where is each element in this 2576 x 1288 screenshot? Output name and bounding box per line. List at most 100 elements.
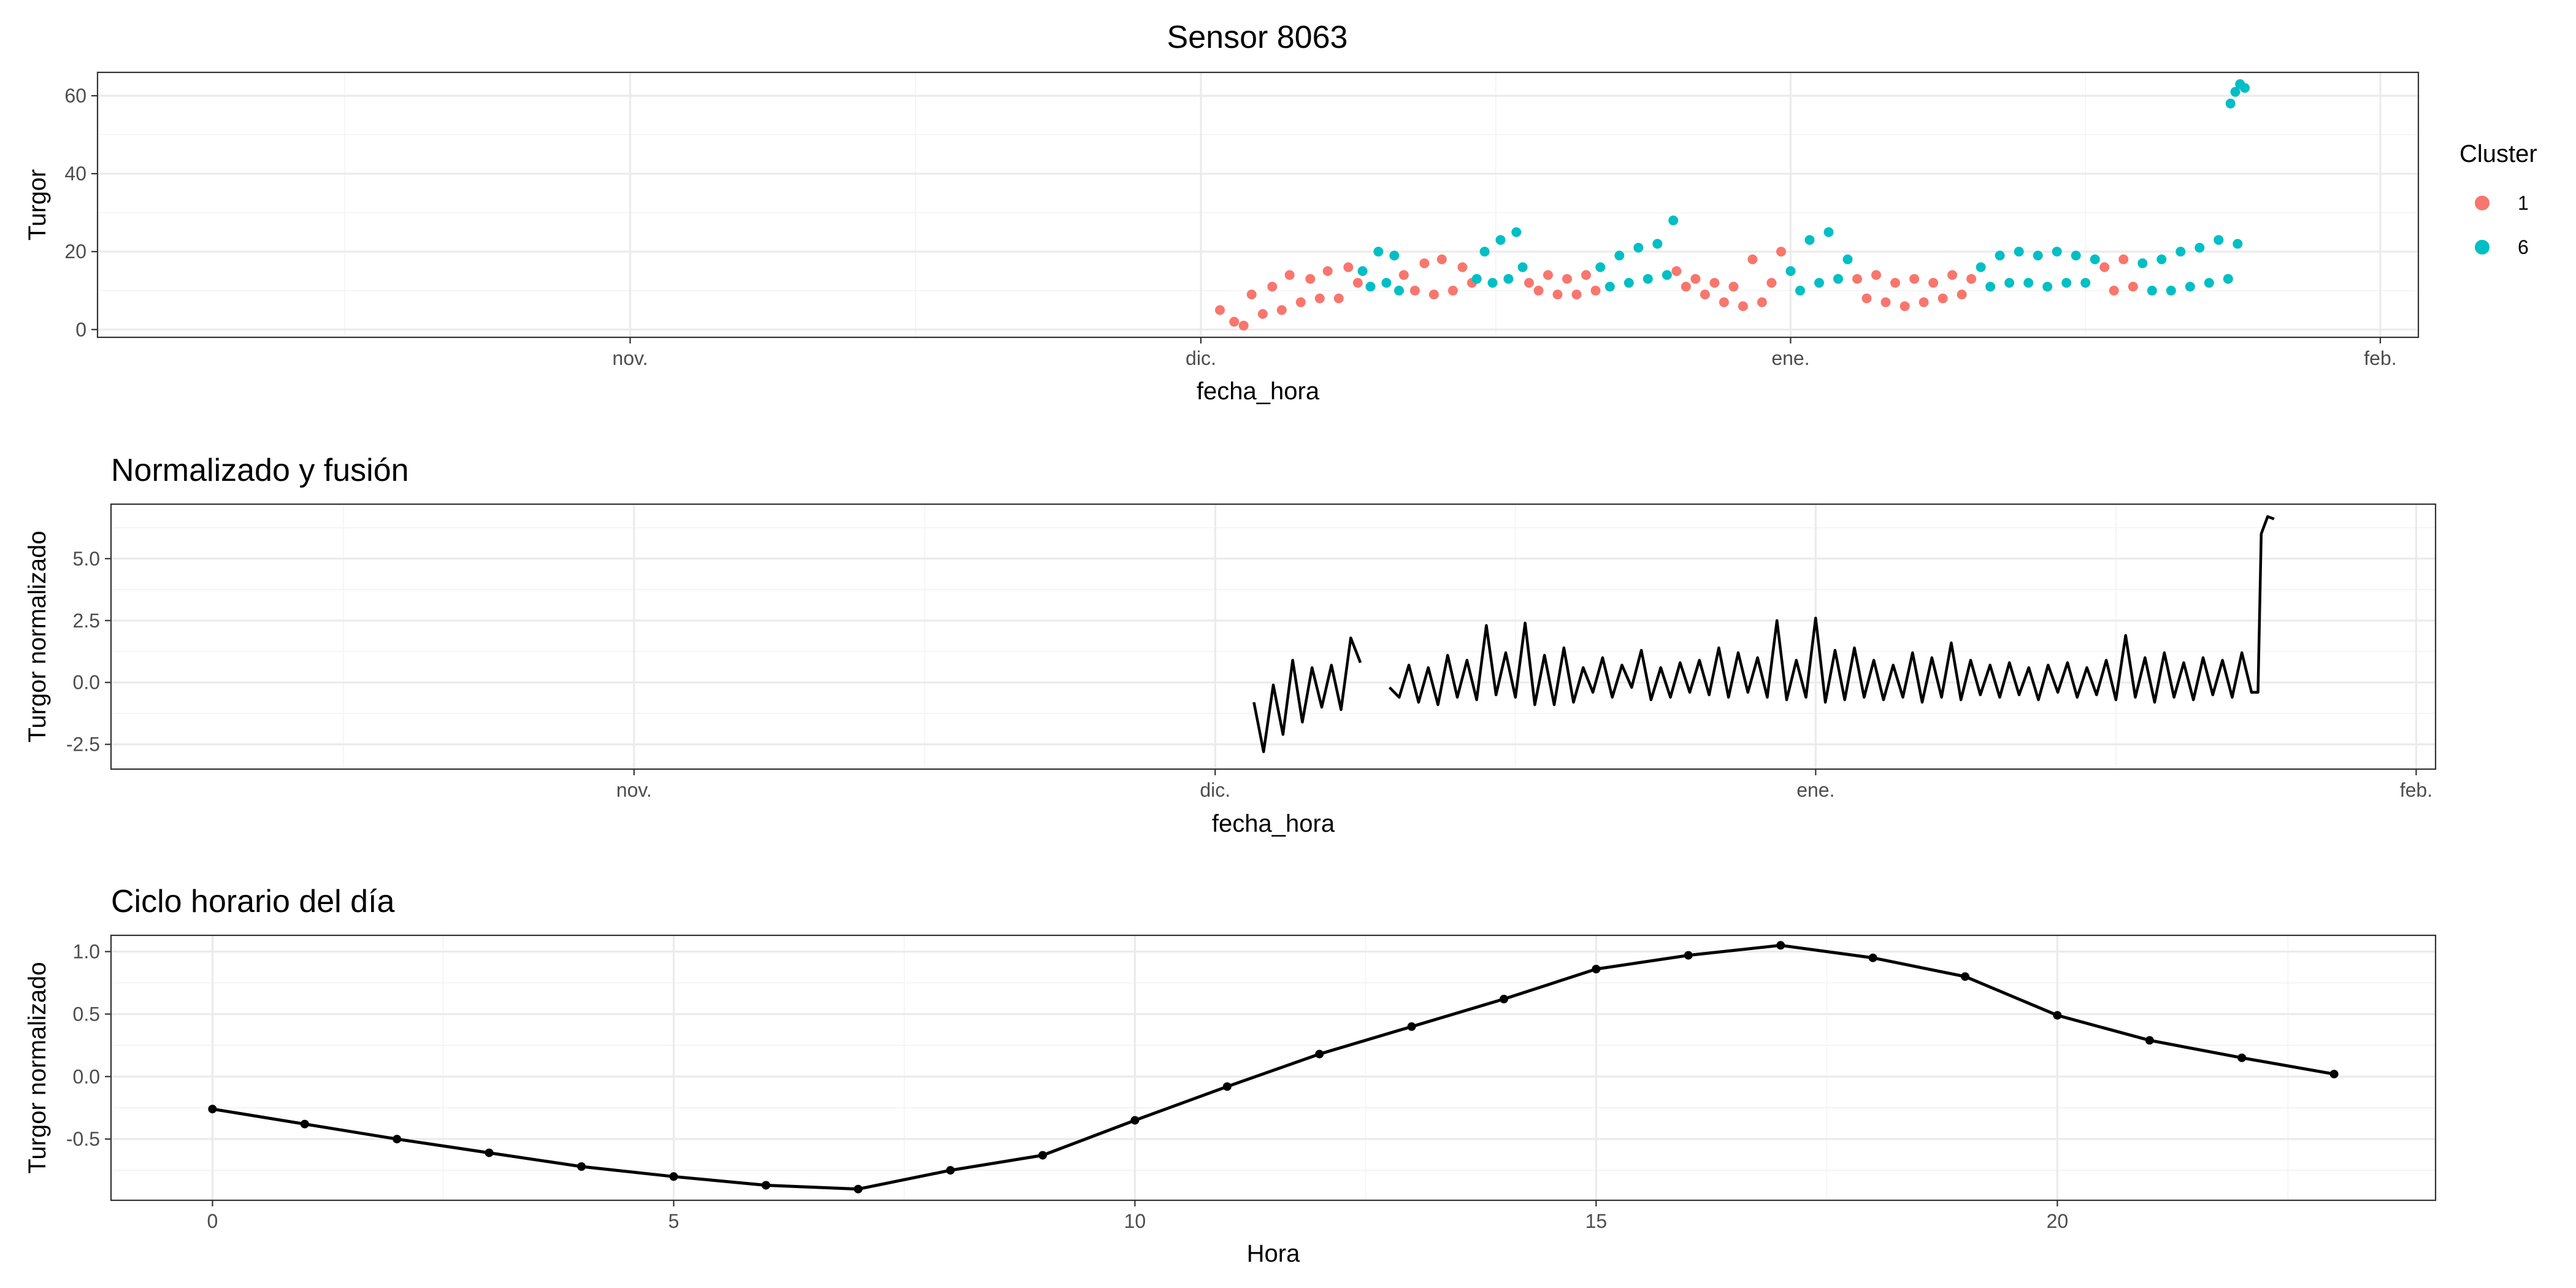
cluster-6-point [1833, 274, 1843, 284]
cluster-1-point [1571, 289, 1582, 300]
hourly-point [2053, 1011, 2062, 1020]
cluster-6-point [2156, 254, 2167, 264]
cluster-6-point [2061, 278, 2072, 288]
legend-key-cluster-6 [2475, 240, 2490, 255]
hourly-point [393, 1135, 402, 1144]
cluster-6-point [1842, 254, 1853, 264]
cluster-1-point [1314, 293, 1325, 304]
cluster-1-point [1409, 285, 1420, 296]
cluster-6-point [1795, 285, 1805, 296]
cluster-1-point [1343, 262, 1354, 272]
cluster-6-point [2033, 250, 2043, 261]
cluster-1-point [1852, 274, 1862, 284]
hourly-point [577, 1162, 586, 1171]
cluster-1-point [1957, 289, 1967, 300]
hourly-panel-border [110, 934, 2437, 1202]
cluster-6-point [1487, 278, 1498, 288]
cluster-1-point [1890, 278, 1900, 288]
cluster-6-point [1668, 215, 1679, 226]
hourly-line [208, 941, 2339, 1194]
cluster-6-point [1511, 227, 1522, 237]
legend-key-cluster-1 [2475, 196, 2490, 210]
sensor-y-axis-title: Turgor [24, 169, 51, 240]
cluster-1-point [1552, 289, 1563, 300]
cluster-1-point [1447, 285, 1458, 296]
normalized-y-tick-label: 2.5 [73, 610, 100, 632]
cluster-6-point [2233, 239, 2243, 249]
hourly-x-tick-label: 10 [1124, 1210, 1146, 1232]
cluster-1-point [1861, 293, 1872, 304]
cluster-6-point [2023, 278, 2034, 288]
cluster-6-point [1662, 270, 1672, 280]
sensor-x-tick-label: feb. [2364, 347, 2396, 369]
cluster-6-point [2052, 247, 2062, 257]
cluster-6-point [2014, 247, 2024, 257]
normalized-y-tick-label: -2.5 [66, 734, 100, 756]
normalized-line-segment [1388, 515, 2275, 707]
hourly-x-tick-label: 0 [207, 1210, 218, 1232]
hourly-x-tick-label: 15 [1585, 1210, 1608, 1232]
normalized-axes: nov. dic. ene. feb. -2.5 0.0 2.5 5.0 [66, 548, 2432, 801]
cluster-1-point [1398, 270, 1409, 280]
cluster-6-point [1652, 239, 1663, 249]
sensor-x-axis-title: fecha_hora [1197, 378, 1320, 405]
cluster-6-point [1804, 235, 1815, 245]
cluster-1-point [1267, 282, 1278, 292]
hourly-point [1407, 1022, 1416, 1031]
cluster-6-point [1479, 247, 1490, 257]
hourly-point [300, 1119, 309, 1129]
cluster-6-point [1604, 282, 1615, 292]
sensor-y-tick-label: 20 [64, 240, 86, 263]
hourly-point [1868, 953, 1877, 962]
sensor-y-tick-label: 60 [64, 85, 86, 107]
hourly-point [1961, 972, 1969, 981]
normalized-x-tick-label: dic. [1200, 779, 1230, 801]
normalized-x-tick-label: ene. [1796, 779, 1834, 801]
cluster-6-point [1365, 282, 1376, 292]
normalized-lines [1252, 515, 2275, 753]
cluster-1-point [1238, 320, 1249, 331]
cluster-6-point [2090, 254, 2100, 264]
cluster-1-point [1709, 278, 1720, 288]
cluster-1-point [1352, 278, 1363, 288]
hourly-point [1776, 941, 1785, 950]
hourly-y-tick-label: 0.5 [73, 1003, 100, 1025]
hourly-title: Ciclo horario del día [111, 884, 395, 919]
cluster-6-point [1381, 278, 1392, 288]
hourly-point [208, 1105, 217, 1114]
cluster-1-point [1419, 258, 1430, 269]
sensor-x-tick-label: ene. [1771, 347, 1809, 369]
cluster-1-point [1543, 270, 1553, 280]
cluster-1-point [1899, 301, 1910, 312]
hourly-point [761, 1181, 770, 1190]
cluster-1-point [1524, 278, 1534, 288]
sensor-axes: nov. dic. ene. feb. 0 20 40 60 [64, 85, 2396, 369]
hourly-point [1222, 1082, 1232, 1091]
hourly-grid [111, 935, 2436, 1200]
sensor-y-tick-label: 0 [75, 318, 86, 340]
sensor-panel: Sensor 8063 nov. dic. ene. feb. 0 20 40 60 fech… [24, 20, 2537, 405]
normalized-x-axis-title: fecha_hora [1212, 810, 1335, 837]
cluster-1-point [1928, 278, 1939, 288]
cluster-1-point [1295, 297, 1306, 307]
cluster-6-point [1785, 266, 1796, 276]
cluster-1-point [1757, 297, 1767, 307]
cluster-1-point [1581, 270, 1591, 280]
cluster-6-point [2204, 278, 2214, 288]
cluster-1-point [1738, 301, 1748, 312]
cluster-1-point [1919, 297, 1929, 307]
cluster-6-point [2147, 285, 2157, 296]
cluster-6-point [2166, 285, 2176, 296]
legend-label-cluster-1: 1 [2518, 192, 2529, 214]
normalized-x-tick-label: nov. [616, 779, 652, 801]
normalized-panel: Normalizado y fusión nov. dic. ene. feb. -2.… [24, 453, 2437, 837]
cluster-6-point [1503, 274, 1514, 284]
cluster-1-point [1215, 305, 1225, 315]
hourly-point [1500, 994, 1508, 1003]
sensor-x-tick-label: dic. [1186, 347, 1216, 369]
hourly-y-axis-title: Turgor normalizado [24, 962, 51, 1173]
cluster-1-point [1562, 274, 1572, 284]
cluster-6-point [2240, 83, 2250, 93]
hourly-y-tick-label: 1.0 [73, 940, 100, 962]
